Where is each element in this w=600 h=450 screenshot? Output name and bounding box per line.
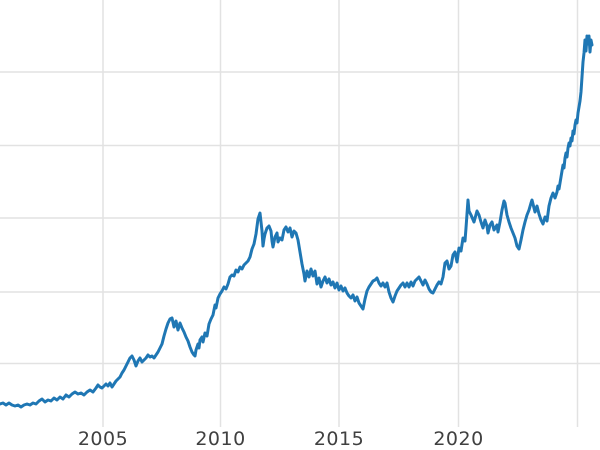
x-tick-label-2010: 2010 [195,428,246,450]
x-tick-label-2020: 2020 [433,428,484,450]
x-tick-label-2015: 2015 [313,428,365,450]
price-line [0,34,594,409]
x-tick-label-2005: 2005 [77,428,129,450]
